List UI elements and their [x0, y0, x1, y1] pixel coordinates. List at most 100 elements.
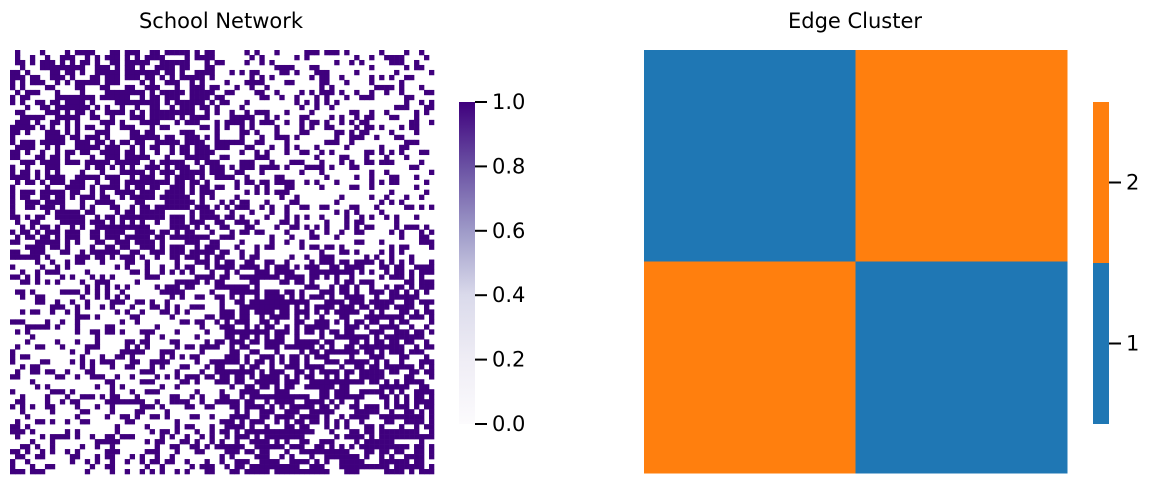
heatmap-cell — [109, 454, 116, 460]
heatmap-cell — [404, 459, 410, 465]
heatmap-cell — [329, 344, 335, 350]
heatmap-cell — [144, 379, 150, 385]
heatmap-cell — [19, 94, 26, 101]
heatmap-cell — [284, 364, 290, 370]
heatmap-cell — [29, 189, 36, 195]
heatmap-cell — [269, 324, 275, 330]
heatmap-cell — [259, 454, 265, 460]
heatmap-cell — [99, 239, 106, 245]
heatmap-cell — [159, 439, 165, 445]
heatmap-cell — [124, 69, 131, 76]
heatmap-cell — [199, 79, 205, 86]
heatmap-cell — [184, 279, 190, 285]
heatmap-cell — [254, 154, 260, 161]
heatmap-cell — [154, 104, 160, 111]
heatmap-cell — [424, 369, 430, 375]
heatmap-cell — [149, 109, 155, 116]
heatmap-cell — [39, 419, 46, 425]
heatmap-cell — [264, 454, 270, 460]
heatmap-cell — [204, 109, 210, 116]
heatmap-cell — [354, 379, 360, 385]
heatmap-cell — [224, 259, 230, 265]
heatmap-cell — [369, 214, 375, 220]
heatmap-cell — [274, 134, 280, 141]
heatmap-cell — [354, 164, 360, 171]
heatmap-cell — [259, 414, 265, 420]
heatmap-cell — [134, 409, 140, 415]
heatmap-cell — [419, 384, 425, 390]
heatmap-cell — [299, 239, 305, 245]
heatmap-cell — [379, 449, 385, 455]
heatmap-cell — [94, 254, 101, 260]
heatmap-cell — [174, 284, 180, 290]
heatmap-cell — [169, 114, 175, 121]
heatmap-cell — [344, 464, 350, 470]
heatmap-cell — [64, 244, 71, 250]
heatmap-cell — [374, 299, 380, 305]
heatmap-cell — [34, 419, 41, 425]
heatmap-cell — [134, 344, 140, 350]
heatmap-cell — [254, 189, 260, 195]
heatmap-cell — [399, 464, 405, 470]
heatmap-cell — [359, 259, 365, 265]
heatmap-cell — [204, 179, 210, 185]
heatmap-cell — [209, 359, 215, 365]
heatmap-cell — [174, 184, 180, 190]
heatmap-cell — [119, 104, 126, 111]
heatmap-cell — [114, 99, 121, 106]
heatmap-cell — [289, 179, 295, 185]
heatmap-cell — [69, 459, 76, 465]
heatmap-cell — [34, 364, 41, 370]
heatmap-cell — [349, 344, 355, 350]
heatmap-cell — [99, 149, 106, 156]
heatmap-cell — [389, 299, 395, 305]
heatmap-cell — [319, 364, 325, 370]
heatmap-cell — [319, 84, 325, 91]
heatmap-cell — [284, 144, 290, 151]
heatmap-cell — [284, 259, 290, 265]
heatmap-cell — [34, 279, 41, 285]
heatmap-cell — [134, 159, 140, 166]
heatmap-cell — [264, 429, 270, 435]
heatmap-cell — [79, 64, 86, 71]
heatmap-cell — [249, 119, 255, 126]
heatmap-cell — [229, 209, 235, 215]
heatmap-cell — [349, 414, 355, 420]
heatmap-cell — [164, 169, 170, 176]
heatmap-cell — [74, 289, 81, 295]
heatmap-cell — [339, 414, 345, 420]
heatmap-cell — [324, 359, 330, 365]
heatmap-cell — [389, 454, 395, 460]
heatmap-cell — [174, 304, 180, 310]
heatmap-cell — [89, 229, 96, 235]
heatmap-cell — [14, 149, 21, 156]
heatmap-cell — [364, 369, 370, 375]
heatmap-cell — [299, 204, 305, 210]
heatmap-cell — [229, 114, 235, 121]
heatmap-cell — [49, 229, 56, 235]
heatmap-cell — [299, 309, 305, 315]
heatmap-cell — [279, 359, 285, 365]
heatmap-cell — [184, 264, 190, 270]
heatmap-cell — [259, 319, 265, 325]
heatmap-cell — [199, 199, 205, 205]
heatmap-cell — [14, 454, 21, 460]
heatmap-cell — [229, 214, 235, 220]
heatmap-cell — [54, 164, 61, 171]
heatmap-cell — [104, 134, 111, 141]
heatmap-cell — [324, 409, 330, 415]
heatmap-cell — [309, 409, 315, 415]
heatmap-cell — [369, 449, 375, 455]
heatmap-cell — [319, 399, 325, 405]
heatmap-cell — [84, 124, 91, 131]
heatmap-cell — [184, 319, 190, 325]
heatmap-cell — [94, 459, 101, 465]
heatmap-cell — [29, 254, 36, 260]
heatmap-cell — [174, 259, 180, 265]
heatmap-cell — [79, 139, 86, 146]
heatmap-cell — [274, 464, 280, 470]
heatmap-cell — [294, 144, 300, 151]
heatmap-cell — [129, 434, 136, 440]
heatmap-cell — [424, 89, 430, 96]
heatmap-cell — [349, 324, 355, 330]
